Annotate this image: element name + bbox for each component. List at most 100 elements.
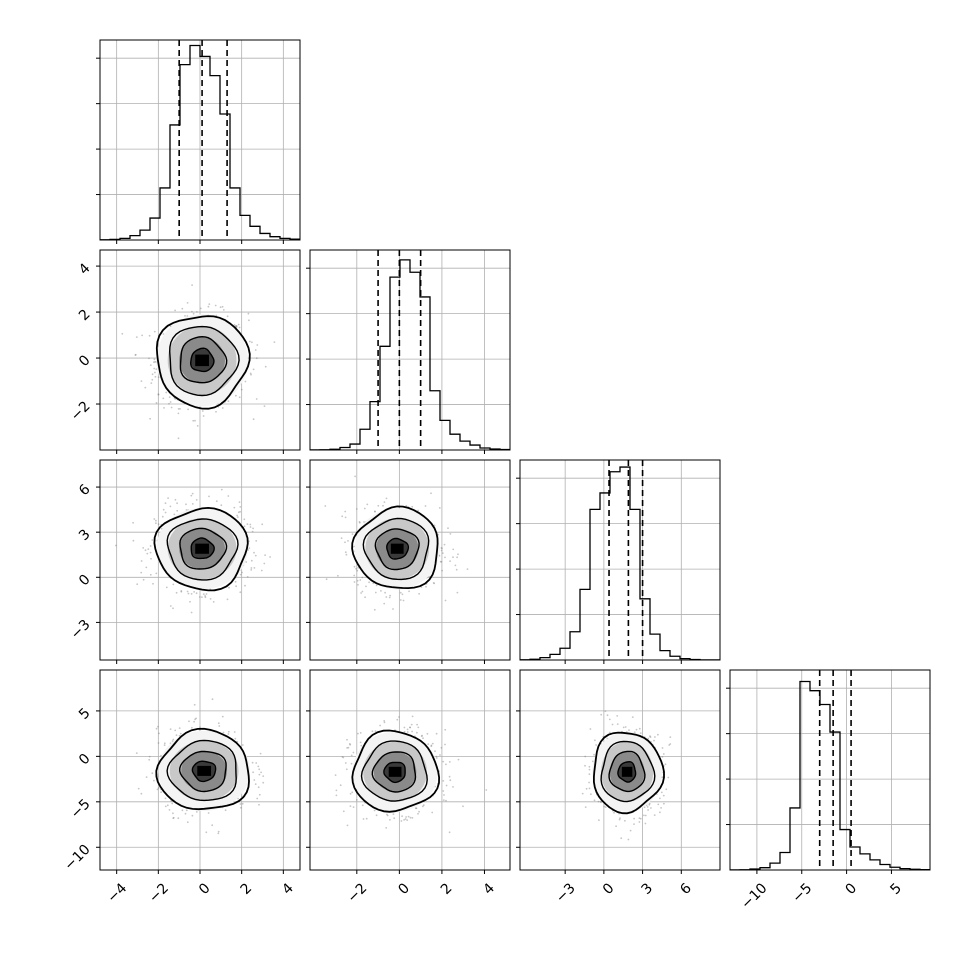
scatter-point <box>649 736 652 738</box>
scatter-point <box>663 802 665 805</box>
scatter-point <box>149 417 152 420</box>
scatter-point <box>241 802 244 805</box>
scatter-point <box>241 744 244 746</box>
scatter-point <box>386 813 388 816</box>
scatter-point <box>417 726 420 729</box>
x-tick-label-0-4: 4 <box>279 880 297 898</box>
scatter-point <box>221 407 224 409</box>
scatter-point <box>364 596 366 599</box>
scatter-point <box>416 723 418 726</box>
scatter-point <box>352 751 355 754</box>
scatter-point <box>441 547 443 550</box>
scatter-point <box>420 735 423 737</box>
scatter-point <box>171 740 174 742</box>
scatter-point <box>599 800 602 803</box>
scatter-point <box>639 817 642 820</box>
panel-21-contour-0 <box>386 537 410 560</box>
scatter-point <box>403 726 406 729</box>
scatter-point <box>581 792 584 795</box>
scatter-point <box>238 501 241 503</box>
scatter-point <box>151 772 154 775</box>
panel-20-contour-1 <box>179 527 228 570</box>
scatter-point <box>204 595 207 597</box>
scatter-point <box>186 315 189 317</box>
scatter-point <box>593 753 595 756</box>
scatter-point <box>187 408 190 411</box>
scatter-point <box>409 726 411 729</box>
scatter-point <box>249 526 252 528</box>
scatter-point <box>584 806 587 808</box>
scatter-point <box>341 515 344 518</box>
y-tick-label-3-3: 5 <box>76 705 94 723</box>
scatter-point <box>236 514 239 517</box>
scatter-point <box>449 779 452 782</box>
scatter-point <box>462 805 464 808</box>
scatter-point <box>161 515 164 518</box>
scatter-point <box>604 710 607 712</box>
scatter-point <box>432 582 435 584</box>
scatter-point <box>147 548 150 550</box>
scatter-point <box>163 744 166 746</box>
scatter-point <box>195 592 198 595</box>
scatter-point <box>401 593 404 596</box>
scatter-point <box>151 378 154 381</box>
scatter-point <box>239 803 242 805</box>
scatter-point <box>373 809 376 812</box>
scatter-point <box>208 495 210 498</box>
scatter-point <box>383 602 386 605</box>
x-tick-label-1-2: 2 <box>438 880 456 898</box>
scatter-point <box>227 730 230 733</box>
scatter-point <box>350 762 353 765</box>
scatter-point <box>234 325 237 327</box>
panel-31-contour-1 <box>371 751 417 793</box>
panel-2-0 <box>96 459 301 664</box>
scatter-point <box>591 760 594 763</box>
scatter-point <box>425 585 427 588</box>
panel-30-contour-0 <box>191 760 217 783</box>
scatter-point <box>584 755 587 758</box>
scatter-point <box>660 807 662 809</box>
scatter-point <box>164 502 167 505</box>
scatter-point <box>643 814 645 817</box>
scatter-point <box>176 509 179 512</box>
scatter-point <box>144 549 147 552</box>
scatter-point <box>174 309 177 312</box>
scatter-point <box>263 405 266 407</box>
scatter-point <box>250 569 253 571</box>
scatter-point <box>434 750 436 753</box>
scatter-point <box>431 742 434 745</box>
panel-20-contour-0 <box>190 537 215 560</box>
scatter-point <box>589 728 592 730</box>
scatter-point <box>254 783 257 785</box>
scatter-point <box>193 720 196 723</box>
scatter-point <box>160 791 163 794</box>
scatter-point <box>639 732 642 734</box>
scatter-point <box>443 543 446 546</box>
scatter-point <box>430 745 433 748</box>
y-tick-label-1-3: 4 <box>76 260 94 278</box>
scatter-point <box>169 505 172 508</box>
hist-panel-2-frame <box>519 459 721 661</box>
scatter-point <box>153 779 155 782</box>
scatter-point <box>345 553 348 556</box>
scatter-point <box>135 336 138 338</box>
scatter-point <box>140 380 143 382</box>
panel-32-density-core <box>621 766 633 777</box>
scatter-point <box>356 579 359 582</box>
scatter-point <box>324 505 327 507</box>
scatter-point <box>251 761 254 764</box>
hist-panel-3 <box>726 669 931 874</box>
scatter-point <box>217 832 220 835</box>
scatter-point <box>418 810 420 813</box>
scatter-point <box>399 591 402 594</box>
scatter-point <box>234 737 237 740</box>
scatter-point <box>405 816 407 818</box>
scatter-point <box>254 349 257 351</box>
scatter-point <box>248 319 250 322</box>
scatter-point <box>273 341 276 343</box>
scatter-point <box>188 720 190 723</box>
scatter-point <box>250 567 253 569</box>
scatter-point <box>342 756 345 759</box>
scatter-point <box>164 797 167 800</box>
scatter-point <box>379 724 381 727</box>
